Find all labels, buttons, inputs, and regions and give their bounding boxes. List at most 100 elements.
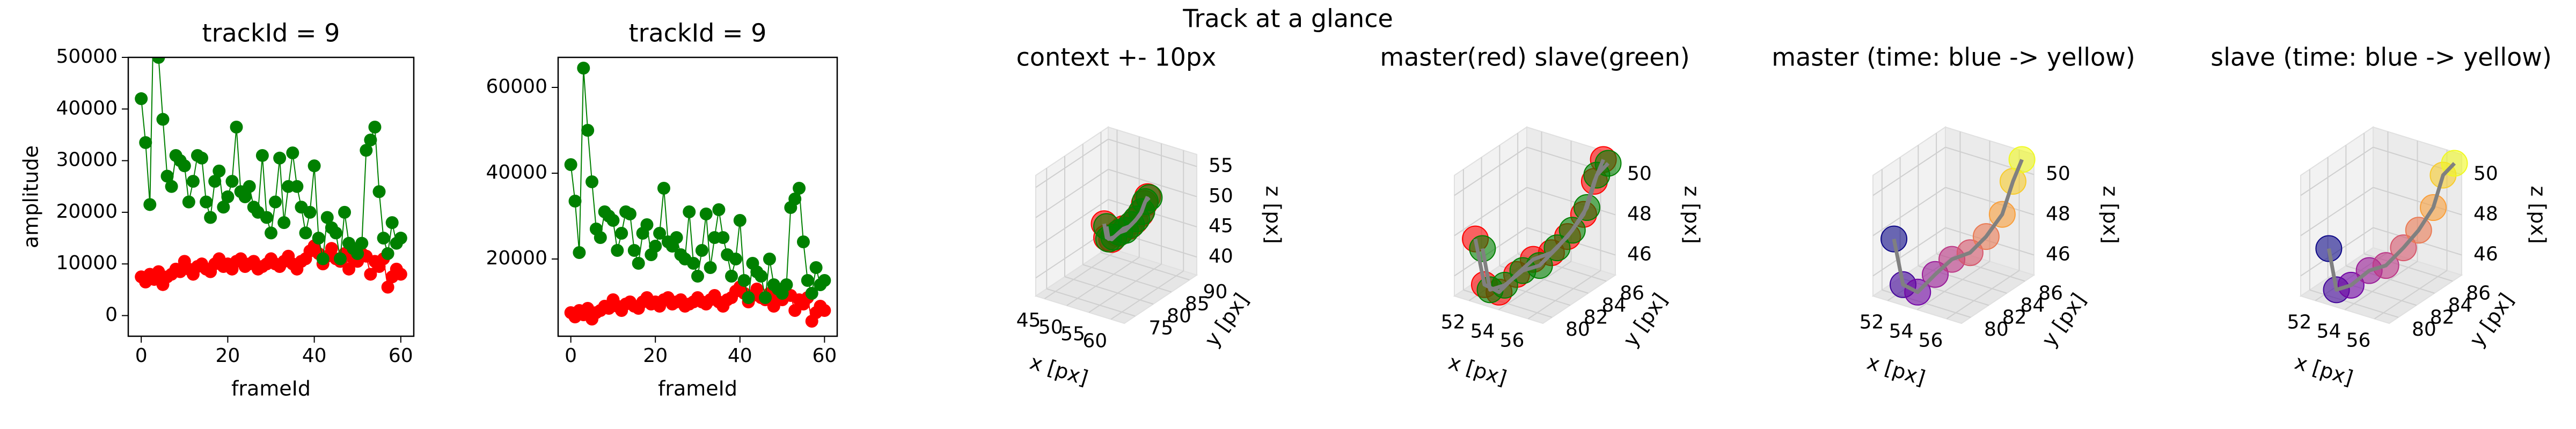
data-point [695, 244, 708, 257]
data-point [615, 227, 628, 240]
data-point [290, 180, 304, 193]
data-point [712, 203, 726, 216]
x-tick-label: 54 [1889, 321, 1914, 343]
z-tick-label: 45 [1209, 215, 1233, 237]
grid-line [1872, 146, 1946, 196]
y-tick-label: 75 [1148, 317, 1173, 339]
x-tick-label: 60 [389, 345, 413, 367]
data-point [381, 247, 394, 260]
y-tick-label: 40000 [486, 161, 547, 183]
data-point [243, 180, 256, 193]
data-point [687, 257, 700, 270]
x-tick-label: 60 [812, 345, 837, 367]
trajectory [1892, 159, 2024, 294]
data-point [303, 205, 317, 219]
x-tick-label: 40 [728, 345, 752, 367]
grid-line [1945, 187, 2035, 216]
grid-line [1872, 227, 1946, 277]
trajectory [1104, 196, 1151, 241]
y-tick-label: 0 [105, 304, 118, 326]
z-tick-label: 46 [2046, 243, 2070, 265]
grid-line [1110, 270, 1184, 320]
y-tick-label: 20000 [486, 247, 547, 269]
y-tick-label: 40000 [56, 97, 118, 119]
grid-line [1064, 276, 1154, 305]
data-point [716, 231, 730, 244]
z-tick-label: 50 [1627, 163, 1652, 185]
data-point [342, 262, 356, 276]
data-point [135, 92, 148, 106]
data-point [670, 231, 683, 244]
data-point [372, 185, 386, 198]
data-point [320, 211, 334, 224]
grid-line [1044, 250, 1118, 299]
data-point [611, 244, 624, 257]
data-point [385, 216, 399, 230]
data-point [699, 208, 713, 220]
y-tick-label: 20000 [56, 201, 118, 223]
data-point [308, 159, 321, 173]
grid-line [1101, 252, 1190, 280]
data-point [737, 274, 751, 287]
data-point [368, 121, 382, 134]
x-tick-label: 54 [1470, 321, 1495, 343]
data-point [733, 214, 747, 227]
z-tick-label: 40 [1209, 245, 1233, 267]
data-point [801, 274, 814, 287]
grid-line [1108, 168, 1197, 197]
z-tick-label: 46 [1627, 243, 1652, 265]
x-axis-label: x [px] [1027, 350, 1091, 390]
x-tick-label: 40 [302, 345, 327, 367]
y-tick-label: 86 [2466, 282, 2491, 304]
data-point [377, 232, 390, 245]
grid-line [2344, 261, 2418, 310]
grid-line [1916, 261, 1990, 310]
plot-area [564, 62, 831, 328]
y-tick-label: 82 [2002, 306, 2027, 328]
data-point [581, 124, 595, 137]
data-point [742, 291, 755, 304]
x-tick-label: 60 [1082, 330, 1107, 352]
z-tick-label: 55 [1209, 155, 1233, 177]
data-point [818, 304, 831, 317]
y-tick-label: 80 [1167, 305, 1191, 327]
y-tick-label: 84 [2020, 294, 2045, 316]
grid-line [1454, 146, 1527, 196]
data-point [255, 149, 269, 162]
data-point [691, 270, 704, 283]
data-point [329, 226, 342, 240]
z-axis-label: z [px] [1680, 186, 1704, 243]
x-tick-label: 54 [2317, 321, 2341, 343]
data-point [273, 151, 287, 165]
grid-line [1066, 257, 1140, 306]
x-tick-label: 55 [1060, 323, 1085, 345]
data-point [805, 287, 818, 300]
data-point [649, 240, 662, 253]
data-point [394, 232, 407, 245]
plot-area [135, 57, 407, 294]
data-point [186, 175, 200, 188]
z-tick-label: 46 [2473, 243, 2498, 265]
grid-line [1872, 187, 1946, 236]
data-point [657, 182, 670, 195]
grid-line [2374, 270, 2448, 320]
x-tick-label: 52 [1860, 312, 1884, 334]
data-point [793, 182, 806, 195]
data-point [632, 257, 645, 270]
x-axis-label: frameId [231, 377, 311, 401]
data-point [606, 214, 620, 227]
z-tick-label: 48 [2046, 203, 2070, 225]
data-point [325, 242, 338, 255]
z-tick-label: 50 [2046, 163, 2070, 185]
axes-frame [127, 56, 415, 337]
x-tick-label: 0 [565, 345, 577, 367]
x-tick-label: 0 [135, 345, 148, 367]
data-point [208, 175, 222, 188]
x-axis-label: x [px] [1446, 350, 1510, 390]
data-point [394, 268, 407, 281]
grid-line [1454, 187, 1527, 236]
y-tick-label: 50000 [56, 46, 118, 68]
data-point [178, 159, 191, 173]
data-point [818, 274, 831, 287]
chart-title: slave (time: blue -> yellow) [2211, 43, 2552, 72]
